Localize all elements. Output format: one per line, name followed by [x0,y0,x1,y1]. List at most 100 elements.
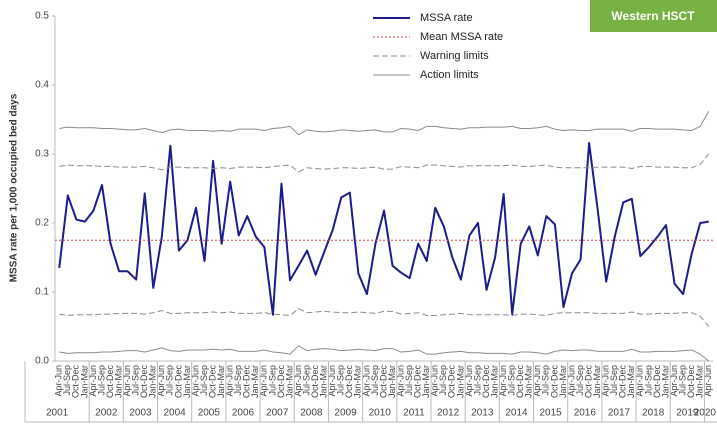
year-label: 2015 [540,408,563,419]
year-label: 2007 [266,408,289,419]
x-tick-label: Jan-Mar [79,365,89,398]
legend-label: Action limits [420,69,479,81]
x-tick-label: Oct-Dec [378,365,388,399]
x-tick-label: Jan-Mar [113,365,123,398]
x-tick-label: Jul-Sep [541,365,551,396]
x-tick-label: Jan-Mar [216,365,226,398]
y-axis-label: MSSA rate per 1,000 occupied bed days [9,93,20,282]
x-tick-label: Jan-Mar [626,365,636,398]
badge: Western HSCT [611,9,695,23]
x-tick-label: Apr-Jun [669,365,679,397]
x-tick-label: Oct-Dec [105,365,115,399]
x-tick-label: Oct-Dec [71,365,81,399]
x-tick-label: Apr-Jun [225,365,235,397]
y-tick-label: 0.1 [35,287,49,298]
x-tick-label: Jul-Sep [199,365,209,396]
x-tick-label: Oct-Dec [173,365,183,399]
series-line [58,141,709,316]
x-tick-label: Oct-Dec [242,365,252,399]
year-label: 2002 [95,408,118,419]
x-tick-label: Jan-Mar [660,365,670,398]
x-tick-label: Jul-Sep [301,365,311,396]
year-label: 2012 [437,408,460,419]
legend-label: Warning limits [420,50,489,62]
series-line-lower [59,345,710,362]
x-tick-label: Jan-Mar [387,365,397,398]
x-tick-label: Apr-Jun [88,365,98,397]
x-tick-label: Jul-Sep [575,365,585,396]
y-tick-label: 0.3 [35,149,49,160]
x-tick-label: Jul-Sep [96,365,106,396]
year-label: 2013 [471,408,494,419]
year-label: 2001 [46,408,69,419]
x-tick-label: Apr-Jun [122,365,132,397]
x-tick-label: Apr-Jun [361,365,371,397]
y-tick-label: 0.5 [35,11,49,22]
x-tick-label: Jan-Mar [148,365,158,398]
year-label: 2010 [369,408,392,419]
x-tick-label: Jul-Sep [131,365,141,396]
x-tick-label: Jul-Sep [677,365,687,396]
x-tick-label: Jan-Mar [353,365,363,398]
x-tick-label: Jul-Sep [472,365,482,396]
year-label: 2011 [403,408,425,419]
x-tick-label: Apr-Jun [464,365,474,397]
x-tick-label: Oct-Dec [686,365,696,399]
x-tick-label: Apr-Jun [703,365,713,397]
x-tick-label: Apr-Jun [293,365,303,397]
year-label: 2006 [232,408,255,419]
x-tick-label: Oct-Dec [618,365,628,399]
x-tick-label: Apr-Jun [259,365,269,397]
year-label: 2003 [129,408,152,419]
x-tick-label: Oct-Dec [481,365,491,399]
x-tick-label: Jul-Sep [404,365,414,396]
x-tick-label: Jan-Mar [319,365,329,398]
year-label: 2014 [505,408,528,419]
x-tick-label: Oct-Dec [344,365,354,399]
x-tick-label: Apr-Jun [54,365,64,397]
x-tick-label: Oct-Dec [515,365,525,399]
x-tick-label: Apr-Jun [635,365,645,397]
x-tick-label: Apr-Jun [327,365,337,397]
x-tick-label: Oct-Dec [310,365,320,399]
x-tick-label: Jan-Mar [455,365,465,398]
x-tick-label: Jan-Mar [695,365,705,398]
x-tick-label: Oct-Dec [207,365,217,399]
x-tick-label: Oct-Dec [276,365,286,399]
x-tick-label: Oct-Dec [652,365,662,399]
x-tick-label: Jul-Sep [507,365,517,396]
x-tick-label: Jul-Sep [370,365,380,396]
x-tick-label: Oct-Dec [447,365,457,399]
x-tick-label: Oct-Dec [139,365,149,399]
year-label: 2020 [694,408,717,419]
x-tick-label: Apr-Jun [566,365,576,397]
series-line-lower [59,308,710,327]
legend-label: Mean MSSA rate [420,31,503,43]
x-tick-label: Apr-Jun [601,365,611,397]
x-tick-label: Jul-Sep [267,365,277,396]
x-tick-label: Jul-Sep [233,365,243,396]
x-tick-label: Jan-Mar [250,365,260,398]
x-tick-label: Oct-Dec [413,365,423,399]
x-tick-label: Jul-Sep [438,365,448,396]
x-tick-label: Jan-Mar [592,365,602,398]
x-tick-label: Jan-Mar [524,365,534,398]
x-tick-label: Jul-Sep [643,365,653,396]
x-tick-label: Jan-Mar [182,365,192,398]
year-label: 2008 [300,408,323,419]
y-tick-label: 0.4 [35,80,49,91]
x-tick-label: Jul-Sep [336,365,346,396]
year-label: 2019 [676,408,699,419]
x-tick-label: Jan-Mar [489,365,499,398]
legend-label: MSSA rate [420,12,473,24]
x-tick-label: Apr-Jun [156,365,166,397]
x-tick-label: Jan-Mar [421,365,431,398]
x-tick-label: Oct-Dec [549,365,559,399]
x-tick-label: Apr-Jun [430,365,440,397]
y-tick-label: 0.0 [35,356,49,367]
year-label: 2004 [164,408,187,419]
series-line [59,153,710,173]
year-label: 2009 [334,408,357,419]
badge-box [590,0,717,32]
x-tick-label: Jul-Sep [609,365,619,396]
